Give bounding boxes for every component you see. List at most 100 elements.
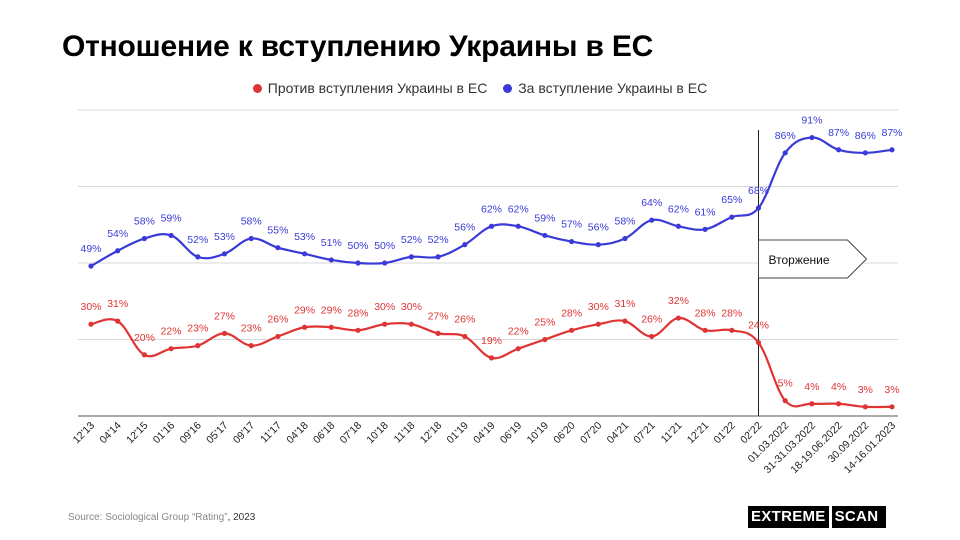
data-label: 28%	[695, 307, 716, 319]
data-label: 87%	[881, 127, 902, 139]
data-point	[488, 223, 495, 229]
x-tick-label: 12'15	[124, 420, 151, 447]
data-point	[302, 251, 308, 257]
data-point	[168, 232, 174, 239]
data-label: 56%	[454, 222, 475, 234]
data-point	[836, 147, 842, 153]
data-label: 55%	[267, 225, 288, 237]
data-point	[408, 254, 414, 260]
data-label: 61%	[695, 206, 716, 218]
data-label: 51%	[321, 237, 342, 249]
data-label: 3%	[884, 384, 899, 396]
data-label: 56%	[588, 222, 609, 234]
data-label: 49%	[80, 243, 101, 255]
data-label: 23%	[187, 323, 208, 335]
data-point	[221, 251, 228, 257]
data-label: 50%	[347, 240, 368, 252]
data-label: 3%	[858, 384, 873, 396]
data-label: 28%	[347, 307, 368, 319]
data-label: 52%	[428, 234, 449, 246]
data-label: 62%	[668, 203, 689, 215]
data-point	[435, 330, 441, 336]
data-point	[355, 327, 361, 333]
data-label: 91%	[801, 115, 822, 127]
data-point	[622, 235, 628, 242]
chart-title: Отношение к вступлению Украины в ЕС	[62, 30, 654, 63]
data-label: 4%	[804, 381, 819, 393]
source-year: , 2023	[227, 512, 256, 523]
legend-label-against: Против вступления Украины в ЕС	[267, 80, 488, 96]
data-label: 87%	[828, 127, 849, 139]
data-point	[355, 260, 361, 266]
data-point	[115, 248, 121, 254]
data-label: 52%	[187, 234, 208, 246]
data-label: 27%	[428, 310, 449, 322]
series-line	[90, 316, 893, 409]
data-point	[275, 245, 281, 251]
data-label: 62%	[481, 203, 502, 215]
data-point	[782, 150, 788, 156]
data-point	[195, 254, 201, 260]
x-tick-label: 01'19	[444, 420, 471, 447]
data-point	[595, 321, 601, 327]
data-point	[702, 226, 708, 232]
x-tick-label: 12'18	[418, 420, 445, 447]
x-tick-label: 09'17	[231, 420, 258, 447]
x-tick-label: 01'16	[151, 420, 178, 447]
data-label: 64%	[641, 197, 662, 209]
brand-separator	[828, 506, 832, 528]
x-tick-label: 12'21	[685, 420, 712, 447]
data-label: 30%	[401, 301, 422, 313]
data-point	[675, 223, 682, 229]
data-point	[115, 318, 121, 324]
data-label: 58%	[241, 216, 262, 228]
data-label: 26%	[454, 313, 475, 325]
data-point	[675, 315, 682, 321]
x-tick-label: 10'19	[525, 420, 552, 447]
data-label: 26%	[267, 313, 288, 325]
legend-item-for: За вступление Украины в ЕС	[503, 80, 707, 96]
data-point	[649, 217, 655, 223]
data-label: 26%	[641, 313, 662, 325]
invasion-callout	[758, 239, 868, 279]
x-tick-label: 07'21	[631, 420, 658, 447]
data-label: 27%	[214, 310, 235, 322]
data-label: 4%	[831, 381, 846, 393]
x-tick-label: 11'17	[258, 420, 284, 446]
data-label: 58%	[614, 216, 635, 228]
data-point	[755, 339, 762, 346]
x-tick-label: 12'13	[71, 420, 98, 447]
data-point	[649, 333, 655, 340]
data-point	[141, 235, 147, 242]
x-tick-label: 05'17	[204, 420, 231, 447]
data-label: 86%	[775, 130, 796, 142]
data-label: 30%	[374, 301, 395, 313]
data-label: 24%	[748, 320, 769, 332]
data-label: 54%	[107, 228, 128, 240]
data-point	[729, 327, 735, 333]
data-label: 5%	[778, 378, 793, 390]
data-point	[382, 260, 388, 266]
data-point	[515, 223, 521, 229]
x-tick-label: 11'21	[659, 420, 685, 446]
data-point	[809, 401, 815, 407]
x-tick-label: 11'18	[392, 420, 418, 446]
data-label: 31%	[614, 298, 635, 310]
data-label: 58%	[134, 216, 155, 228]
data-point	[88, 263, 94, 269]
data-point	[195, 343, 201, 349]
data-point	[168, 346, 174, 352]
data-point	[836, 401, 842, 407]
x-tick-label: 06'18	[311, 420, 338, 447]
data-point	[302, 324, 308, 330]
data-label: 29%	[294, 304, 315, 316]
brand-logo: EXTREME SCAN	[748, 506, 887, 528]
x-tick-label: 06'20	[551, 420, 578, 447]
data-label: 30%	[80, 301, 101, 313]
legend-dot-blue-icon	[503, 84, 513, 93]
data-point	[328, 324, 334, 330]
legend-label-for: За вступление Украины в ЕС	[518, 80, 708, 96]
data-point	[729, 214, 735, 220]
data-point	[462, 333, 468, 340]
data-point	[488, 355, 495, 361]
